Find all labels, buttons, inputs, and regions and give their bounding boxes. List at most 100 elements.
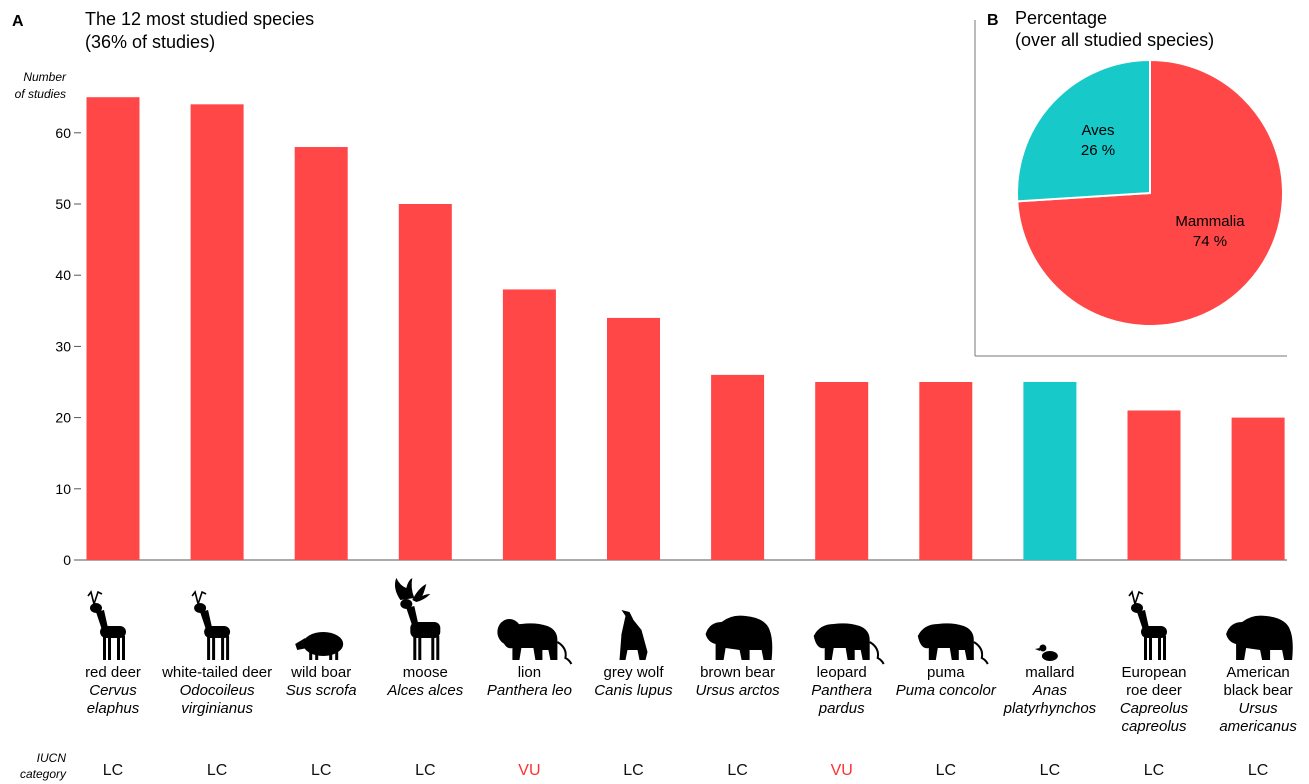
bar xyxy=(1231,417,1285,560)
species-icons xyxy=(87,578,1293,665)
latin-name: Sus scrofa xyxy=(286,682,357,699)
pie-inset: B Percentage (over all studied species) … xyxy=(974,8,1287,357)
pie-slice-label: Aves xyxy=(1081,122,1114,139)
common-name: roe deer xyxy=(1126,682,1182,699)
latin-name: virginianus xyxy=(181,700,253,717)
panel-a-letter: A xyxy=(12,13,24,30)
latin-name: Odocoileus xyxy=(180,682,256,699)
y-tick-label: 20 xyxy=(55,410,71,426)
pie-title: Percentage xyxy=(1015,8,1107,28)
bar xyxy=(711,374,765,560)
bar xyxy=(1023,382,1077,560)
iucn-category: LC xyxy=(623,762,643,779)
iucn-category: LC xyxy=(1144,762,1164,779)
common-name: puma xyxy=(927,664,965,681)
common-name: lion xyxy=(518,664,541,681)
common-name: European xyxy=(1121,664,1186,681)
deer-icon xyxy=(1128,590,1167,660)
latin-name: elaphus xyxy=(87,700,140,717)
latin-name: Alces alces xyxy=(386,682,463,699)
bar xyxy=(190,104,244,560)
pie-slice-value: 74 % xyxy=(1193,233,1227,250)
panel-b-letter: B xyxy=(987,12,999,29)
common-name: wild boar xyxy=(290,664,351,681)
pie-slice xyxy=(1016,58,1151,203)
latin-name: Cervus xyxy=(89,682,137,699)
bear-icon xyxy=(1226,615,1293,660)
iucn-category: VU xyxy=(518,762,540,779)
latin-name: Capreolus xyxy=(1120,700,1189,717)
bar xyxy=(815,382,869,560)
y-axis-label-line2: of studies xyxy=(15,87,66,101)
latin-name: Puma concolor xyxy=(896,682,997,699)
cat-icon xyxy=(917,623,989,665)
latin-name: platyrhynchos xyxy=(1003,700,1097,717)
iucn-category: VU xyxy=(831,762,853,779)
iucn-category: LC xyxy=(415,762,435,779)
y-tick-label: 40 xyxy=(55,267,71,283)
iucn-category: LC xyxy=(936,762,956,779)
bar-chart-subtitle: (36% of studies) xyxy=(85,32,215,52)
duck-icon xyxy=(1034,644,1058,661)
iucn-category: LC xyxy=(727,762,747,779)
latin-name: americanus xyxy=(1219,718,1297,735)
latin-name: Panthera leo xyxy=(487,682,572,699)
iucn-categories: LC LC LC LC VU LC LC VU LC LC LC LC xyxy=(103,762,1269,779)
bars xyxy=(86,97,1285,561)
deer-icon xyxy=(87,590,126,660)
bar xyxy=(1127,410,1181,560)
bar xyxy=(607,317,660,560)
iucn-category: LC xyxy=(103,762,123,779)
common-name: mallard xyxy=(1025,664,1074,681)
latin-name: Canis lupus xyxy=(594,682,673,699)
latin-name: Anas xyxy=(1032,682,1068,699)
lion-icon xyxy=(497,619,573,665)
common-name: leopard xyxy=(817,664,867,681)
latin-name: Panthera xyxy=(811,682,872,699)
common-name: moose xyxy=(403,664,448,681)
y-tick-label: 0 xyxy=(63,552,71,568)
common-name: American xyxy=(1226,664,1289,681)
bar xyxy=(502,289,556,560)
wolf-icon xyxy=(619,610,648,660)
latin-name: capreolus xyxy=(1121,718,1187,735)
iucn-category: LC xyxy=(311,762,331,779)
iucn-category: LC xyxy=(207,762,227,779)
bar-chart-title: The 12 most studied species xyxy=(85,9,314,29)
bar xyxy=(294,147,348,561)
iucn-row-label: IUCN xyxy=(37,751,67,765)
boar-icon xyxy=(295,632,344,660)
common-name: grey wolf xyxy=(603,664,664,681)
y-tick-label: 10 xyxy=(55,481,71,497)
common-name: black bear xyxy=(1223,682,1292,699)
deer-icon xyxy=(191,590,231,660)
y-tick-label: 50 xyxy=(55,196,71,212)
y-axis-label: Number xyxy=(23,70,67,84)
common-name: white-tailed deer xyxy=(161,664,272,681)
moose-icon xyxy=(394,578,441,660)
latin-name: Ursus arctos xyxy=(696,682,781,699)
common-name: red deer xyxy=(85,664,141,681)
pie-slice-value: 26 % xyxy=(1081,142,1115,159)
y-tick-label: 30 xyxy=(55,338,71,354)
iucn-row-label-line2: category xyxy=(20,767,67,781)
bar xyxy=(919,382,973,560)
iucn-category: LC xyxy=(1040,762,1060,779)
bar xyxy=(398,204,452,560)
latin-name: Ursus xyxy=(1239,700,1279,717)
pie-slice-label: Mammalia xyxy=(1175,213,1245,230)
bear-icon xyxy=(705,615,773,660)
y-axis: 0 10 20 30 40 50 60 xyxy=(55,125,1287,568)
